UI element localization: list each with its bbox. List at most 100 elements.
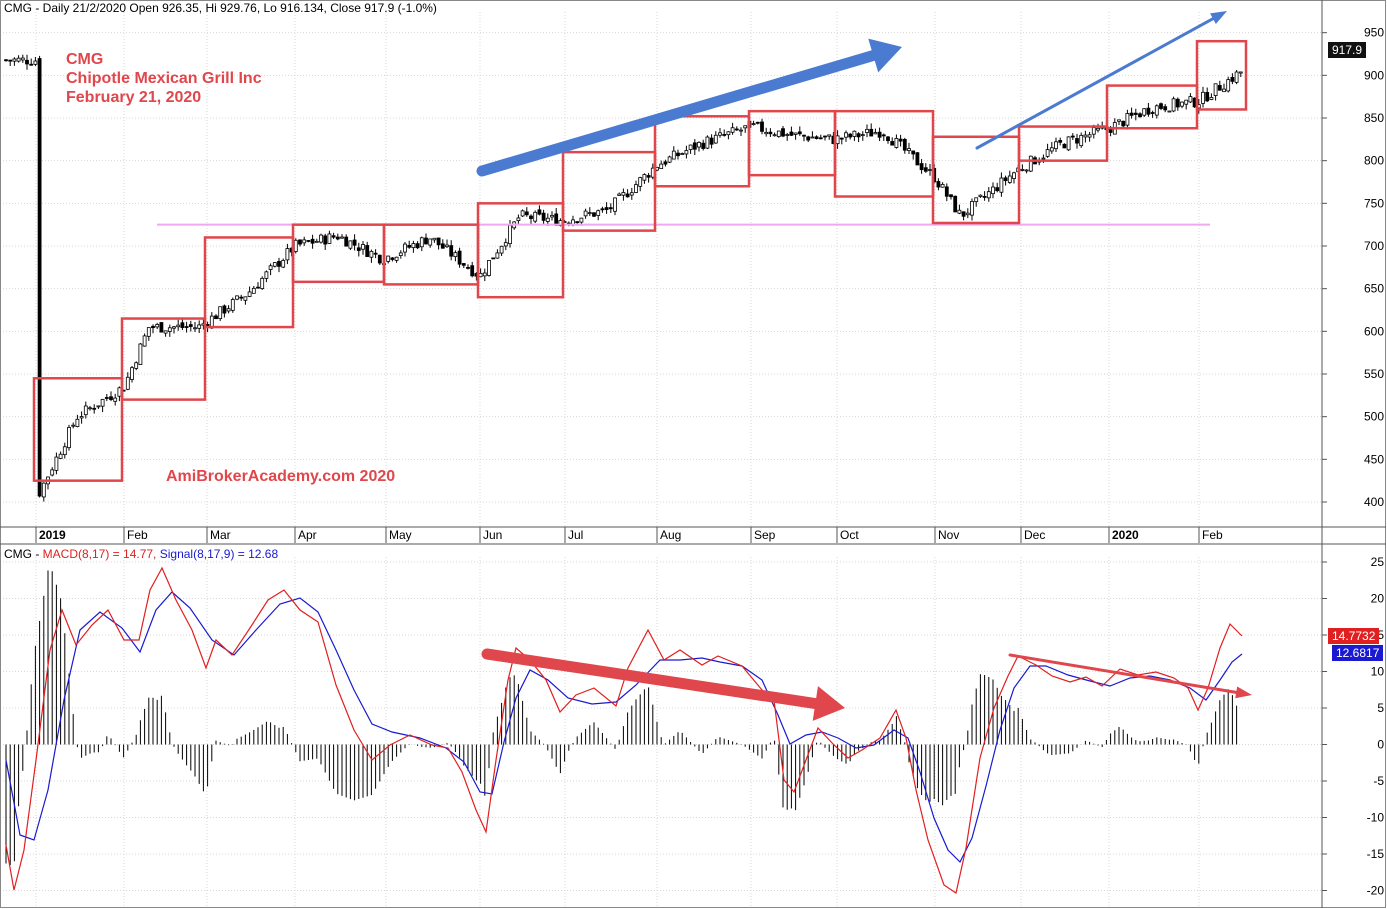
month-label: Aug	[660, 528, 681, 542]
candle-body	[41, 482, 46, 498]
candle-body	[667, 156, 672, 163]
candle-body	[1121, 120, 1126, 127]
macd-line	[5, 566, 1243, 894]
candle-body	[860, 134, 865, 136]
candle-body	[4, 59, 8, 62]
month-label: Apr	[298, 528, 317, 542]
candle-body	[1028, 155, 1033, 172]
candle-body	[970, 201, 974, 216]
candle-body	[310, 238, 315, 244]
candle-body	[415, 243, 420, 249]
candle-body	[944, 186, 949, 197]
candle-body	[1167, 110, 1172, 113]
macd-tick-label: 20	[1371, 592, 1385, 606]
candle-body	[692, 142, 697, 150]
candle-body	[697, 141, 701, 148]
candle-body	[1192, 97, 1197, 108]
candle-body	[466, 267, 470, 269]
macd-tick-label: -5	[1373, 774, 1384, 788]
month-range-box	[203, 236, 295, 329]
candle-body	[487, 260, 491, 276]
candle-body	[974, 197, 979, 203]
candle-body	[1209, 96, 1214, 100]
candle-body	[625, 193, 630, 198]
price-tick-label: 800	[1364, 154, 1384, 168]
candle-body	[54, 456, 59, 471]
candle-body	[961, 211, 966, 217]
candle-body	[554, 213, 559, 226]
candle-body	[12, 58, 17, 62]
uptrend-arrow-head	[1210, 11, 1227, 24]
candle-body	[1217, 85, 1222, 91]
candle-body	[163, 330, 168, 334]
price-header: CMG - Daily 21/2/2020 Open 926.35, Hi 92…	[4, 1, 437, 15]
candle-body	[907, 148, 911, 151]
candle-body	[256, 286, 260, 289]
candle-body	[298, 239, 302, 245]
candle-body	[600, 208, 605, 211]
month-label: Oct	[840, 528, 859, 542]
candle-body	[873, 132, 878, 135]
candle-body	[999, 177, 1004, 193]
candle-body	[621, 192, 626, 196]
candle-body	[1230, 77, 1235, 82]
candle-body	[760, 121, 764, 132]
macd-header: CMG - MACD(8,17) = 14.77, Signal(8,17,9)…	[4, 547, 278, 561]
month-range-box	[120, 317, 207, 401]
candle-body	[58, 453, 63, 459]
candle-body	[96, 405, 101, 408]
candle-body	[79, 416, 84, 419]
candle-body	[449, 245, 454, 257]
candle-body	[222, 305, 227, 314]
macd-header-ticker: CMG -	[4, 547, 43, 561]
candle-body	[109, 396, 113, 400]
candle-body	[613, 197, 617, 212]
candle-body	[743, 125, 748, 129]
candle-body	[83, 405, 88, 416]
uptrend-arrow-shaft	[476, 49, 879, 177]
trend-arrows	[476, 11, 1252, 721]
candle-body	[1175, 98, 1180, 108]
candle-body	[260, 277, 265, 289]
month-range-box	[32, 377, 124, 482]
candle-body	[810, 136, 815, 139]
month-label: Sep	[754, 528, 776, 542]
candle-body	[709, 137, 714, 145]
candle-body	[390, 257, 395, 260]
month-range-box	[561, 150, 657, 232]
candle-body	[377, 254, 382, 264]
candle-body	[88, 407, 92, 410]
candle-body	[793, 132, 798, 135]
candle-body	[684, 150, 689, 155]
candle-body	[877, 131, 882, 138]
candle-body	[923, 167, 928, 172]
price-tick-label: 750	[1364, 196, 1384, 210]
candle-body	[356, 247, 361, 251]
candle-body	[1058, 140, 1063, 143]
annotation-date: February 21, 2020	[66, 89, 202, 106]
month-label: Feb	[127, 528, 148, 542]
candle-body	[503, 242, 508, 247]
candle-body	[936, 181, 941, 188]
candle-body	[1020, 169, 1025, 171]
candle-body	[373, 252, 378, 255]
candle-body	[365, 245, 370, 257]
candle-body	[730, 127, 735, 133]
candle-body	[348, 240, 353, 249]
candle-body	[398, 252, 403, 257]
candle-body	[344, 236, 349, 247]
candle-body	[1154, 105, 1159, 116]
candle-body	[394, 256, 399, 261]
candle-body	[638, 177, 643, 187]
candle-body	[545, 217, 550, 222]
candle-body	[642, 174, 647, 181]
candle-body	[986, 191, 991, 199]
candle-body	[1062, 143, 1067, 149]
candle-body	[176, 324, 181, 328]
macd-header-signal: Signal(8,17,9) = 12.68	[156, 547, 279, 561]
price-candles	[4, 54, 1243, 502]
candle-body	[62, 446, 67, 456]
candle-body	[134, 362, 139, 369]
